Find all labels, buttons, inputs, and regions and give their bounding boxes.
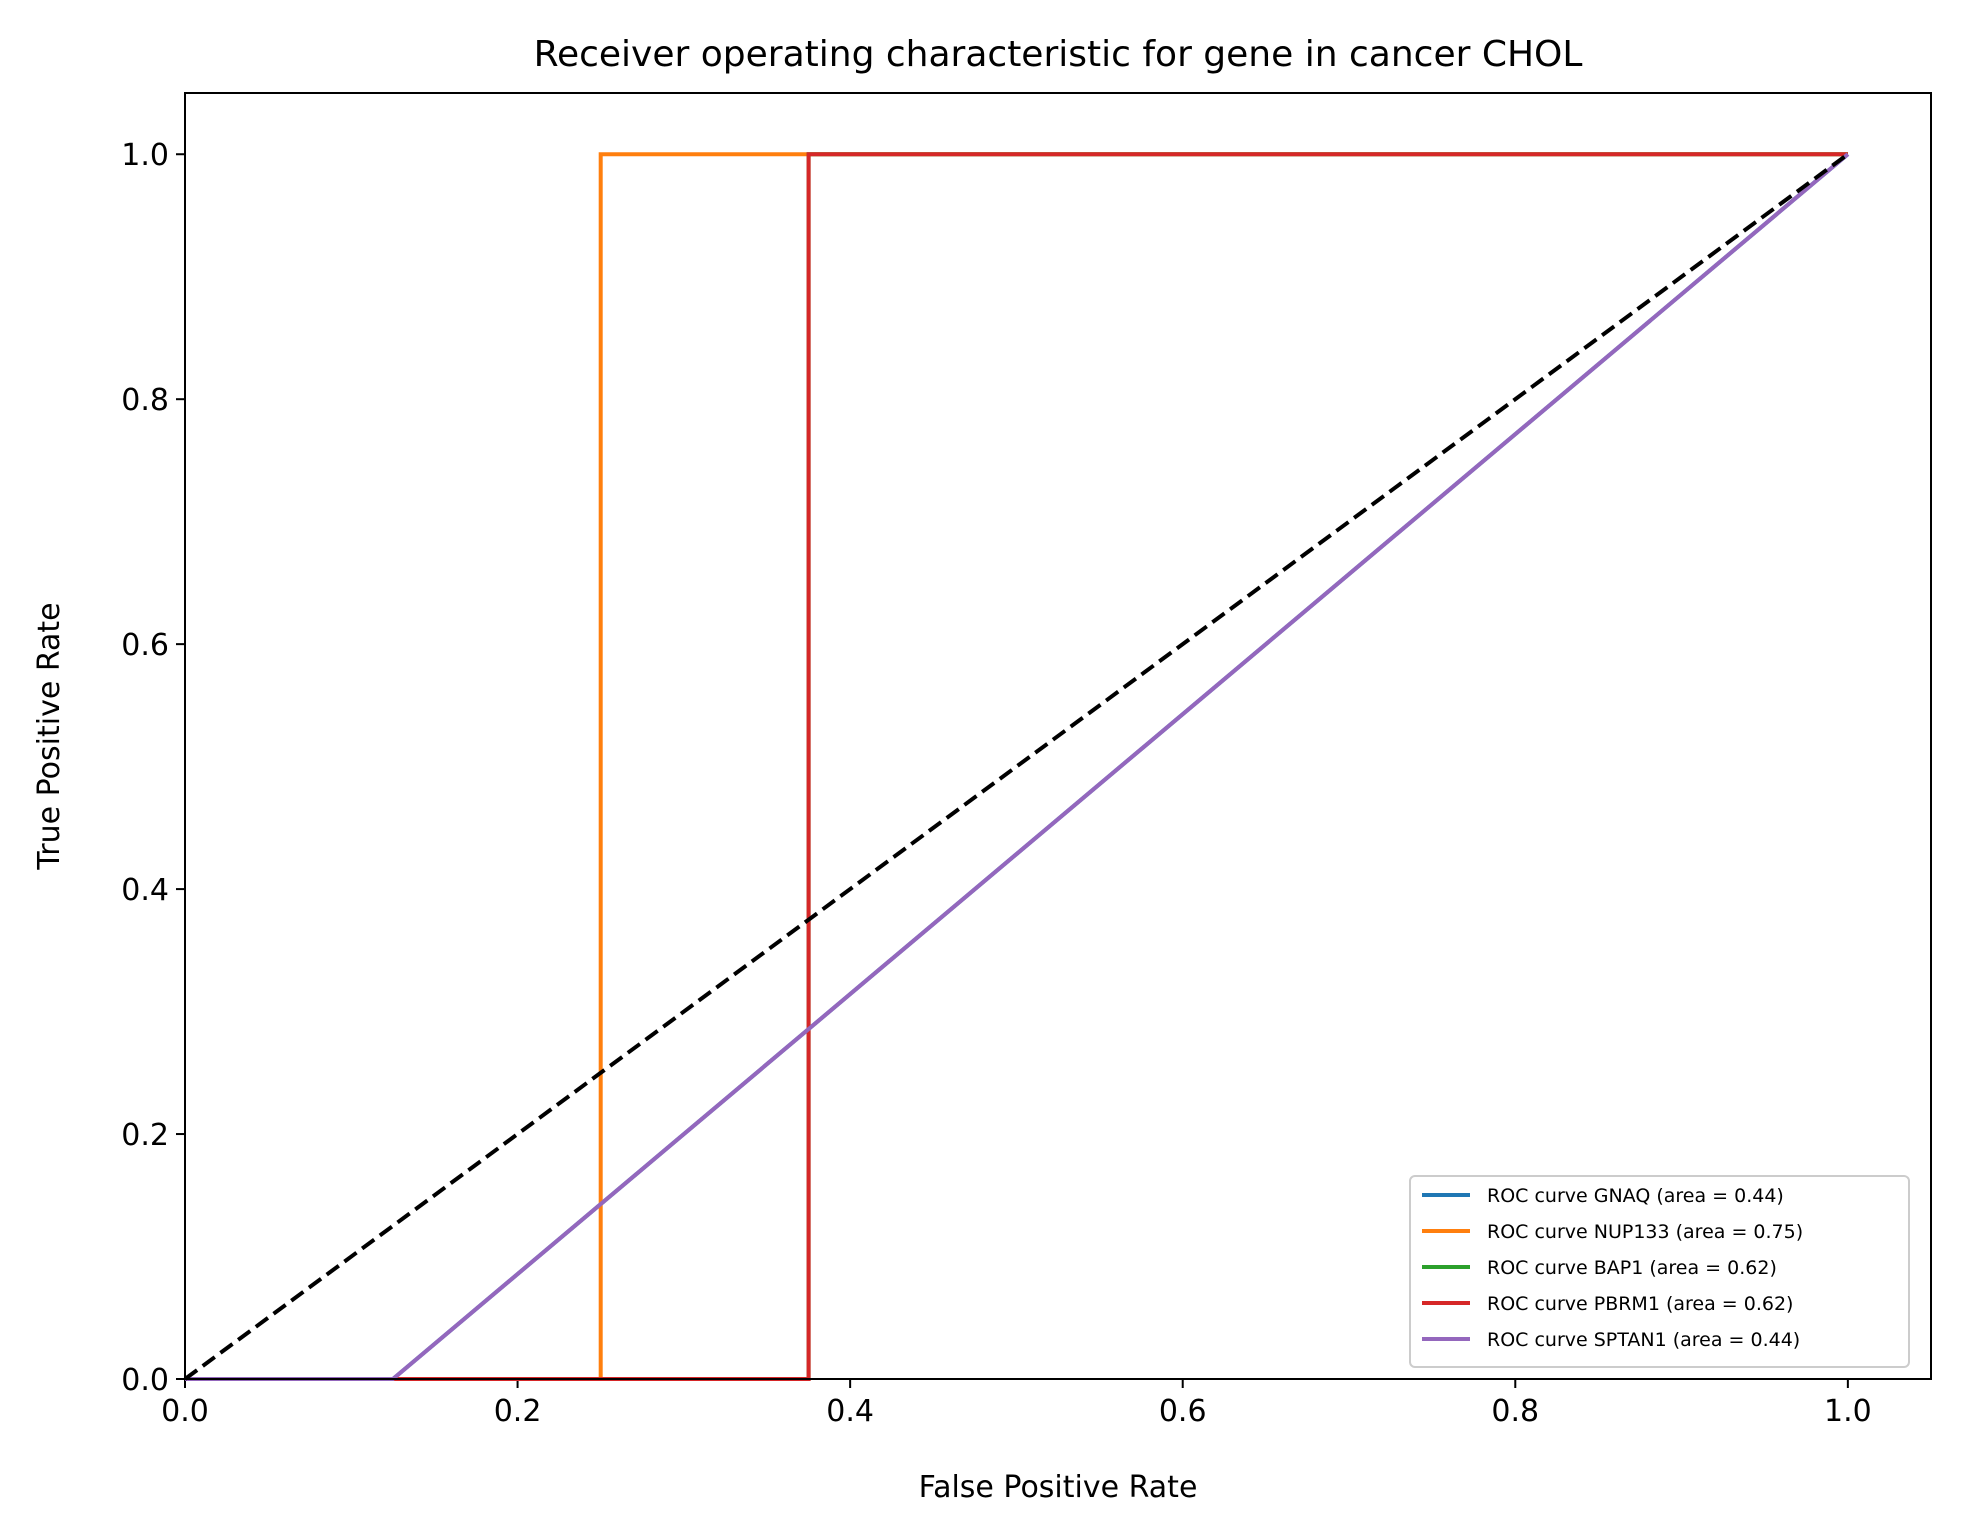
y-tick-label: 0.8: [121, 383, 169, 418]
y-tick-label: 0.6: [121, 628, 169, 663]
y-tick-label: 0.0: [121, 1363, 169, 1398]
legend-label-3: ROC curve PBRM1 (area = 0.62): [1487, 1293, 1793, 1315]
plot-frame: [184, 92, 1932, 1380]
legend-label-2: ROC curve BAP1 (area = 0.62): [1487, 1257, 1777, 1279]
x-tick-label: 1.0: [1824, 1394, 1872, 1429]
x-tick-label: 0.8: [1491, 1394, 1539, 1429]
x-axis-label: False Positive Rate: [919, 1470, 1198, 1505]
chance-reference-line: [183, 152, 1850, 1381]
y-axis-ticks: 0.0 0.2 0.4 0.6 0.8 1.0: [121, 138, 185, 1398]
x-tick-label: 0.6: [1159, 1394, 1207, 1429]
legend-frame: [1409, 1175, 1910, 1368]
x-axis-ticks: 0.0 0.2 0.4 0.6 0.8 1.0: [161, 1379, 1872, 1429]
legend-label-4: ROC curve SPTAN1 (area = 0.44): [1487, 1329, 1800, 1351]
y-axis-label: True Positive Rate: [32, 602, 67, 870]
legend-label-0: ROC curve GNAQ (area = 0.44): [1487, 1185, 1784, 1207]
chart-title: Receiver operating characteristic for ge…: [534, 34, 1583, 75]
y-tick-label: 0.4: [121, 873, 169, 908]
legend: ROC curve GNAQ (area = 0.44) ROC curve NU…: [1409, 1175, 1910, 1368]
y-tick-label: 0.2: [121, 1118, 169, 1153]
legend-items: ROC curve GNAQ (area = 0.44) ROC curve NU…: [1422, 1185, 1803, 1351]
y-tick-label: 1.0: [121, 138, 169, 173]
x-tick-label: 0.4: [826, 1394, 874, 1429]
x-tick-label: 0.0: [161, 1394, 209, 1429]
legend-label-1: ROC curve NUP133 (area = 0.75): [1487, 1221, 1803, 1243]
x-tick-label: 0.2: [494, 1394, 542, 1429]
